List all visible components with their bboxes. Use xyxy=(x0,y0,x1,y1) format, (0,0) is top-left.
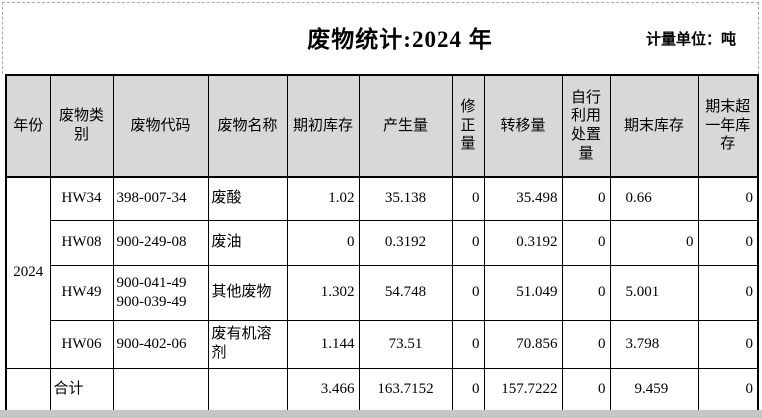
cell-total-correction: 0 xyxy=(451,367,485,412)
cell-transferred: 70.856 xyxy=(483,319,563,369)
cell-category: HW06 xyxy=(49,319,114,369)
table-row: HW08 900-249-08 废油 0 0.3192 0 0.3192 0 0… xyxy=(6,219,759,266)
cell-category: HW34 xyxy=(49,176,114,221)
header-category: 废物类别 xyxy=(49,74,114,178)
cell-correction: 0 xyxy=(451,176,485,221)
cell-generated: 35.138 xyxy=(358,176,453,221)
cell-name: 废酸 xyxy=(207,176,288,221)
cell-generated: 73.51 xyxy=(358,319,453,369)
header-row: 年份 废物类别 废物代码 废物名称 期初库存 产生量 修正量 转移量 自行利用处… xyxy=(5,74,759,178)
cell-name-empty xyxy=(207,367,288,412)
header-opening: 期初库存 xyxy=(286,74,360,178)
total-row: 合计 3.466 163.7152 0 157.7222 0 9.459 0 xyxy=(5,367,759,412)
cell-self-disposed: 0 xyxy=(561,176,611,221)
header-transferred: 转移量 xyxy=(483,74,563,178)
page-title: 废物统计:2024 年 xyxy=(307,27,493,52)
unit-label: 计量单位：吨 xyxy=(645,31,736,48)
cell-over-one-year: 0 xyxy=(697,319,759,369)
waste-table: 年份 废物类别 废物代码 废物名称 期初库存 产生量 修正量 转移量 自行利用处… xyxy=(5,74,759,412)
cell-transferred: 35.498 xyxy=(483,176,563,221)
table-row: 2024 HW34 398-007-34 废酸 1.02 35.138 0 35… xyxy=(5,176,759,369)
cell-opening: 1.302 xyxy=(286,264,360,321)
cell-total-label: 合计 xyxy=(49,367,114,412)
table-row: HW06 900-402-06 废有机溶剂 1.144 73.51 0 70.8… xyxy=(6,319,759,369)
cell-closing: 5.001 xyxy=(609,264,699,321)
header-closing: 期末库存 xyxy=(609,74,699,178)
cell-generated: 0.3192 xyxy=(358,219,453,266)
header-year: 年份 xyxy=(5,74,51,178)
cell-year-empty xyxy=(5,367,51,412)
cell-code: 398-007-34 xyxy=(112,176,209,221)
page-break-dashed-border xyxy=(2,2,759,74)
cell-transferred: 0.3192 xyxy=(483,219,563,266)
cell-code: 900-041-49 900-039-49 xyxy=(112,264,209,321)
table-row: HW49 900-041-49 900-039-49 其他废物 1.302 54… xyxy=(6,264,759,321)
cell-total-over-one-year: 0 xyxy=(697,367,759,412)
cell-name: 废油 xyxy=(207,219,288,266)
cell-year: 2024 xyxy=(5,176,51,369)
cell-name: 其他废物 xyxy=(207,264,288,321)
cell-self-disposed: 0 xyxy=(561,319,611,369)
cell-total-generated: 163.7152 xyxy=(358,367,453,412)
cell-code: 900-249-08 xyxy=(112,219,209,266)
cell-closing: 3.798 xyxy=(609,319,699,369)
cell-correction: 0 xyxy=(451,219,485,266)
cell-opening: 0 xyxy=(286,219,360,266)
cell-code-empty xyxy=(112,367,209,412)
out-of-page-gray-band xyxy=(0,410,762,418)
cell-over-one-year: 0 xyxy=(697,176,759,221)
cell-total-closing: 9.459 xyxy=(609,367,699,412)
cell-code: 900-402-06 xyxy=(112,319,209,369)
header-correction: 修正量 xyxy=(451,74,485,178)
cell-self-disposed: 0 xyxy=(561,264,611,321)
cell-closing: 0 xyxy=(609,219,699,266)
cell-closing: 0.66 xyxy=(609,176,699,221)
header-code: 废物代码 xyxy=(112,74,209,178)
cell-self-disposed: 0 xyxy=(561,219,611,266)
header-generated: 产生量 xyxy=(358,74,453,178)
header-self-disposed: 自行利用处置量 xyxy=(561,74,611,178)
cell-over-one-year: 0 xyxy=(697,219,759,266)
cell-opening: 1.02 xyxy=(286,176,360,221)
cell-correction: 0 xyxy=(451,264,485,321)
header-over-one-year: 期末超一年库存 xyxy=(697,74,759,178)
cell-total-self-disposed: 0 xyxy=(561,367,611,412)
cell-total-opening: 3.466 xyxy=(286,367,360,412)
cell-over-one-year: 0 xyxy=(697,264,759,321)
cell-category: HW08 xyxy=(49,219,114,266)
cell-opening: 1.144 xyxy=(286,319,360,369)
cell-name: 废有机溶剂 xyxy=(207,319,288,369)
header-name: 废物名称 xyxy=(207,74,288,178)
cell-generated: 54.748 xyxy=(358,264,453,321)
cell-transferred: 51.049 xyxy=(483,264,563,321)
cell-correction: 0 xyxy=(451,319,485,369)
cell-category: HW49 xyxy=(49,264,114,321)
cell-total-transferred: 157.7222 xyxy=(483,367,563,412)
